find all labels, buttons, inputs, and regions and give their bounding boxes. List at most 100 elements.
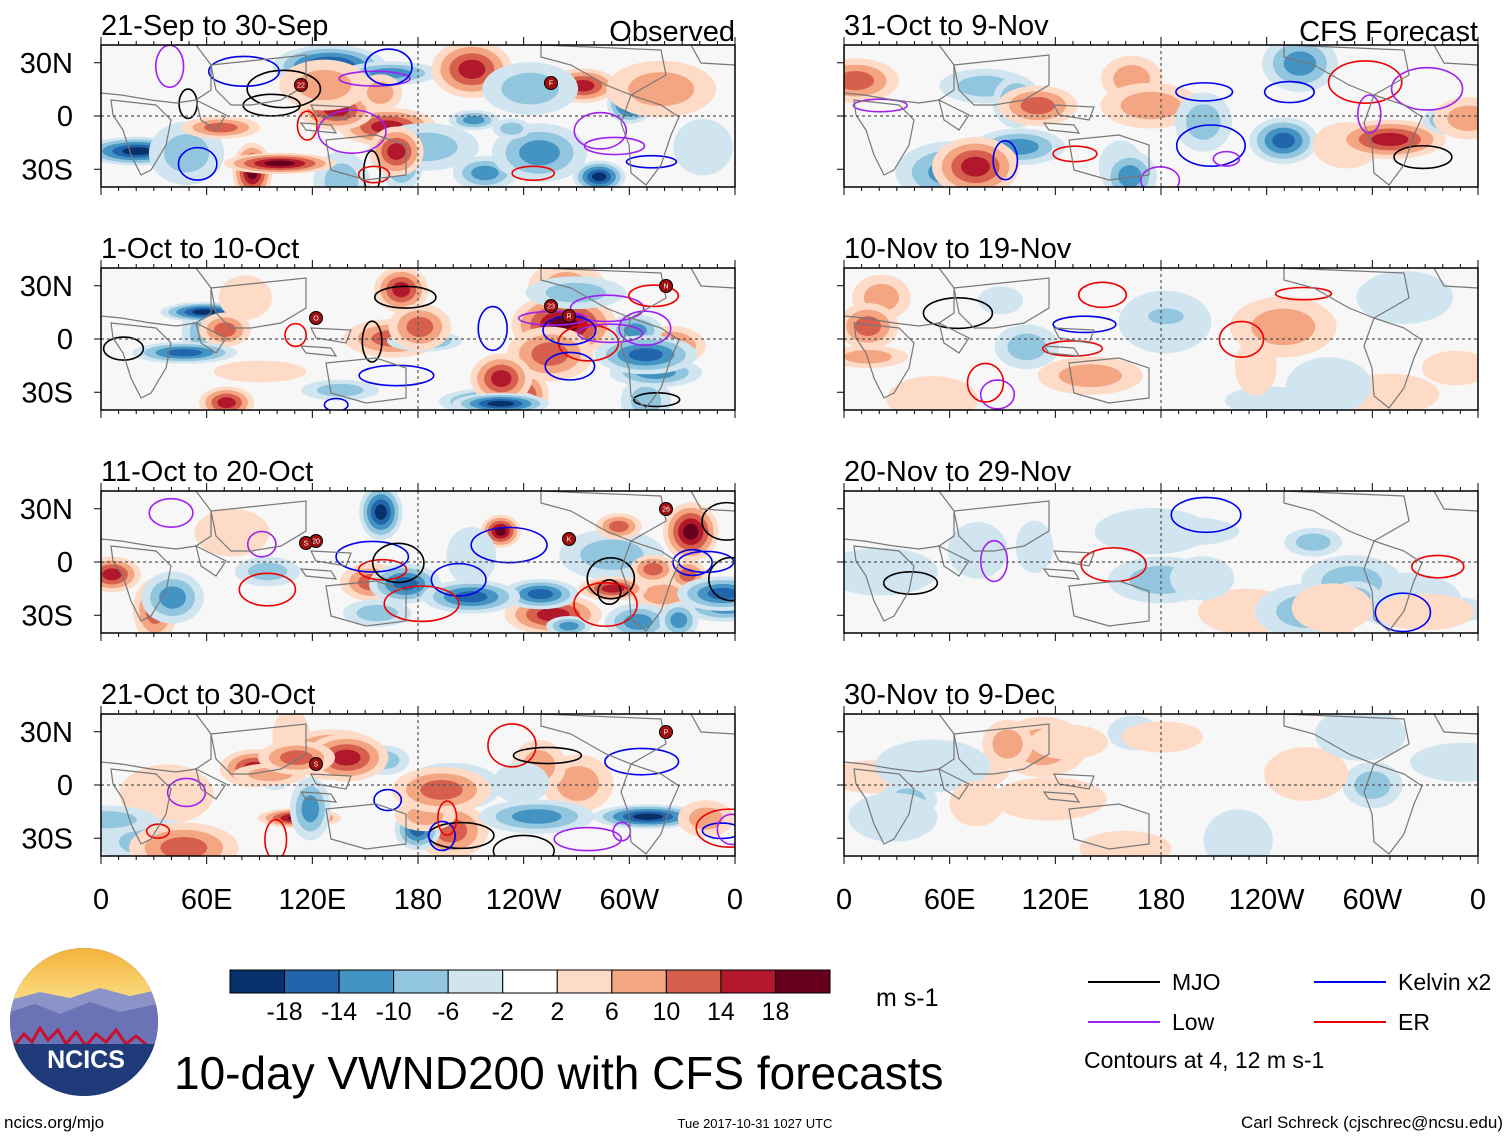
wind-anomaly-blob bbox=[932, 137, 1019, 187]
wind-anomaly-blob bbox=[848, 792, 938, 842]
x-tick-label: 120E bbox=[1021, 884, 1089, 916]
wind-anomaly-blob bbox=[492, 118, 531, 139]
x-tick-label: 0 bbox=[93, 884, 109, 916]
wind-anomaly-blob bbox=[1136, 303, 1196, 330]
wind-anomaly-blob bbox=[1375, 593, 1475, 631]
contour-line bbox=[373, 788, 403, 812]
contour-line bbox=[373, 285, 437, 309]
wind-anomaly-blob bbox=[141, 571, 204, 624]
contour-line bbox=[1175, 82, 1234, 102]
x-tick-label: 0 bbox=[836, 884, 852, 916]
wind-anomaly-blob bbox=[289, 777, 331, 841]
legend-label: ER bbox=[1398, 1009, 1430, 1035]
storm-label: 26 bbox=[662, 507, 670, 514]
contour-line bbox=[428, 820, 457, 852]
contour-line bbox=[852, 98, 908, 113]
colorbar-tick-label: -14 bbox=[321, 998, 357, 1026]
contour-line bbox=[362, 150, 381, 187]
contour-line bbox=[573, 581, 638, 628]
storm-label: S bbox=[314, 762, 319, 769]
wind-anomaly-blob bbox=[181, 116, 261, 139]
contour-line bbox=[583, 136, 646, 156]
panel-period-label: 21-Sep to 30-Sep bbox=[101, 10, 328, 42]
legend-item: MJO bbox=[1088, 969, 1221, 995]
wind-anomaly-blob bbox=[374, 268, 429, 313]
panel-period-label: 10-Nov to 19-Nov bbox=[844, 233, 1072, 265]
wind-anomaly-blob bbox=[546, 615, 592, 633]
contour-line bbox=[238, 572, 297, 607]
wind-anomaly-blob bbox=[994, 324, 1060, 370]
contour-line bbox=[207, 55, 280, 88]
wind-anomaly-blob bbox=[886, 376, 978, 410]
y-tick-label: 30S bbox=[21, 154, 73, 186]
x-tick-label: 120E bbox=[278, 884, 346, 916]
author-credit: Carl Schreck (cjschrec@ncsu.edu) bbox=[1241, 1113, 1503, 1132]
legend-item: ER bbox=[1314, 1009, 1430, 1035]
site-url[interactable]: ncics.org/mjo bbox=[4, 1113, 104, 1132]
contour-note: Contours at 4, 12 m s-1 bbox=[1084, 1047, 1324, 1073]
coastlines bbox=[101, 491, 735, 632]
colorbar-swatch bbox=[774, 969, 831, 994]
storm-label: 23 bbox=[547, 304, 555, 311]
wind-anomaly-blob bbox=[1410, 742, 1478, 782]
contour-line bbox=[1263, 80, 1315, 104]
storm-label: P bbox=[664, 730, 669, 737]
observed-label: Observed bbox=[609, 16, 735, 48]
x-tick-label: 60E bbox=[181, 884, 233, 916]
x-tick-label: 180 bbox=[394, 884, 442, 916]
timestamp: Tue 2017-10-31 1027 UTC bbox=[678, 1116, 833, 1131]
contour-line bbox=[470, 526, 548, 564]
wind-anomaly-blob bbox=[258, 740, 336, 775]
colorbar-tick-label: 6 bbox=[605, 998, 619, 1026]
colorbar-units: m s-1 bbox=[876, 984, 939, 1012]
wind-anomaly-blob bbox=[1029, 724, 1108, 760]
x-tick-label: 60W bbox=[600, 884, 660, 916]
wind-anomaly-blob bbox=[213, 360, 307, 383]
contour-line bbox=[716, 813, 735, 846]
wind-anomaly-blob bbox=[301, 379, 380, 401]
storm-marker: O bbox=[309, 311, 323, 325]
contour-line bbox=[1170, 496, 1242, 534]
storm-marker: P bbox=[659, 725, 673, 739]
forecast-panel-3: 20-Nov to 29-Nov bbox=[837, 456, 1479, 641]
contour-line bbox=[1274, 286, 1333, 301]
contour-line bbox=[569, 294, 645, 323]
contour-line bbox=[1077, 281, 1128, 309]
x-tick-label: 120W bbox=[486, 884, 562, 916]
wind-anomaly-blob bbox=[677, 800, 735, 837]
wind-anomaly-blob bbox=[1037, 356, 1144, 395]
contour-line bbox=[477, 305, 508, 352]
contour-line bbox=[145, 823, 171, 839]
contour-line bbox=[1357, 94, 1382, 134]
forecast-label: CFS Forecast bbox=[1299, 16, 1478, 48]
legend-label: MJO bbox=[1172, 969, 1221, 995]
wind-anomaly-blob bbox=[223, 152, 336, 175]
contour-line bbox=[246, 530, 277, 558]
wind-anomaly-blob bbox=[677, 576, 735, 611]
legend: MJO Kelvin x2 Low ER bbox=[1088, 969, 1491, 1035]
contour-line bbox=[586, 557, 636, 600]
contour-line bbox=[1175, 124, 1246, 167]
wind-anomaly-blob bbox=[1432, 97, 1478, 140]
contour-line bbox=[492, 834, 555, 856]
contour-line bbox=[1393, 144, 1453, 170]
contour-line bbox=[371, 542, 425, 584]
forecast-panel-2: 10-Nov to 19-Nov bbox=[837, 233, 1479, 418]
contour-line bbox=[357, 165, 391, 184]
panel-period-label: 30-Nov to 9-Dec bbox=[844, 679, 1055, 711]
contour-line bbox=[979, 379, 1016, 410]
colorbar-swatch bbox=[665, 969, 722, 994]
wind-anomaly-blob bbox=[234, 556, 301, 587]
wind-anomaly-blob bbox=[1284, 527, 1343, 557]
y-tick-label: 0 bbox=[57, 547, 73, 579]
wind-anomaly-blob bbox=[199, 386, 255, 410]
panel-grid: 22 F 21-Sep to 30-Sep Observed 30N 0 30S 23 R N O 1… bbox=[20, 10, 1486, 916]
storm-marker: F bbox=[544, 76, 558, 90]
observed-panel-1: 22 F 21-Sep to 30-Sep Observed 30N 0 30S bbox=[20, 10, 736, 195]
contour-line bbox=[148, 497, 194, 528]
wind-anomaly-blob bbox=[1314, 714, 1407, 761]
wind-anomaly-blob bbox=[304, 733, 389, 782]
coastlines bbox=[101, 268, 735, 409]
colorbar-tick-label: -18 bbox=[266, 998, 302, 1026]
storm-label: S bbox=[304, 541, 309, 548]
